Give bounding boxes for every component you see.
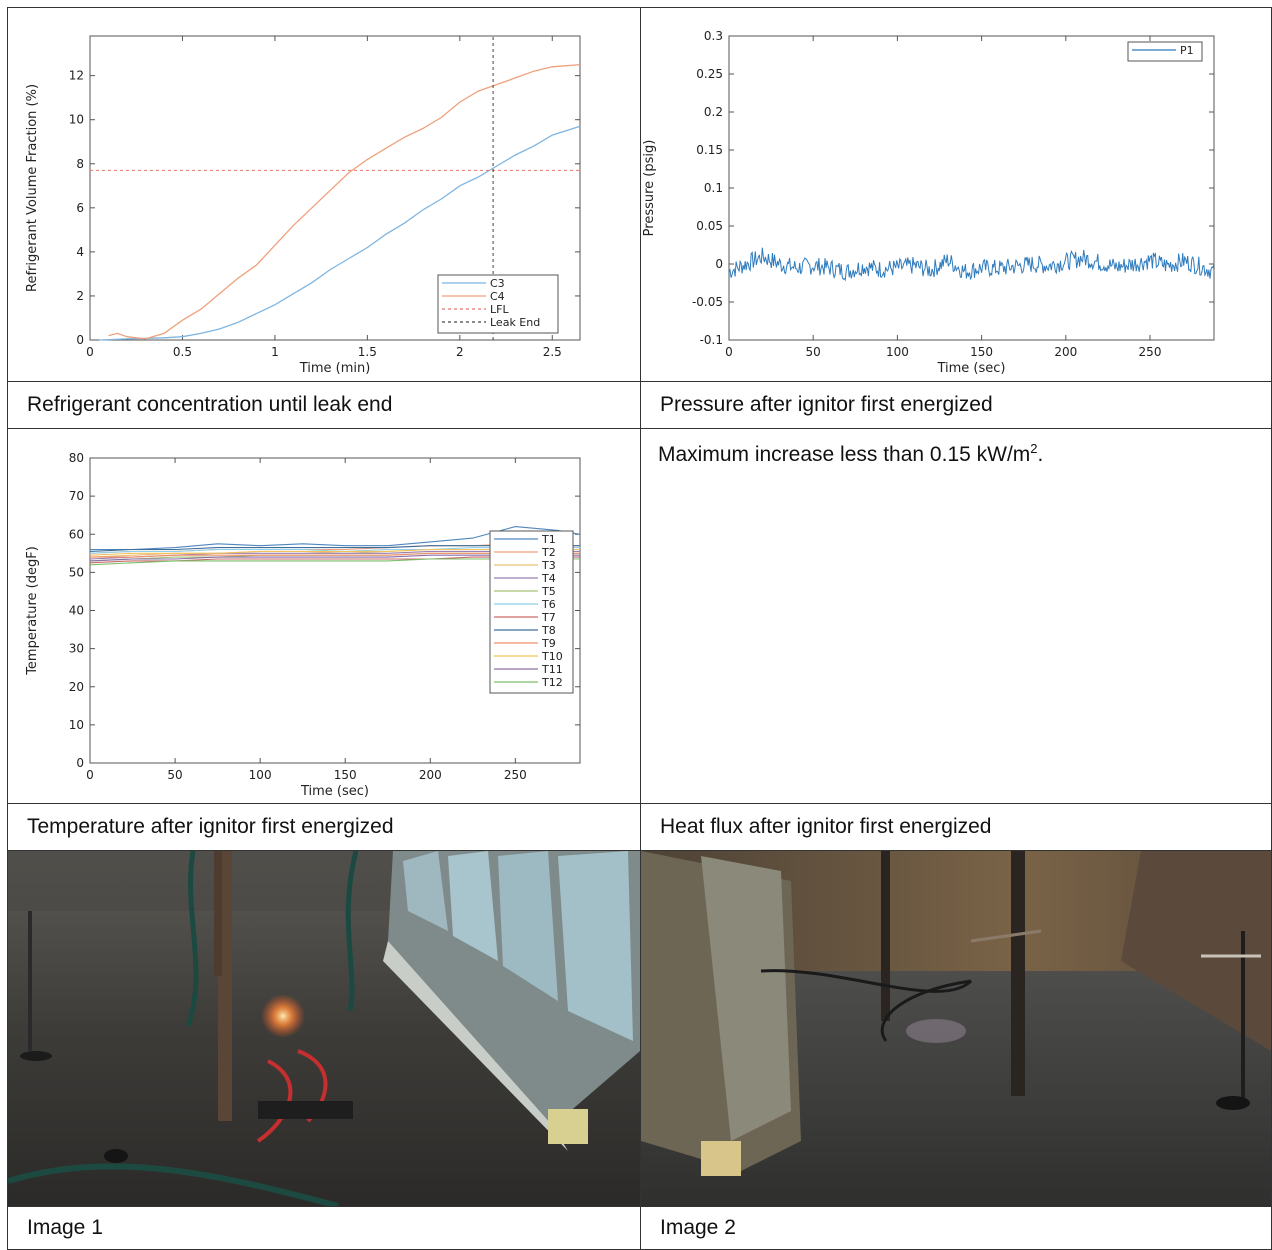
y-tick-label: 0.15 [696,143,723,157]
caption-concentration: Refrigerant concentration until leak end [27,393,392,417]
caption-cell-concentration: Refrigerant concentration until leak end [7,381,641,429]
test-photo-1 [8,851,640,1206]
y-axis-label: Pressure (psig) [642,140,657,237]
pressure-chart: 0 50 100 150 200 250 -0.1 -0.05 0 0.05 0.1 0.15 0.2 0… [641,8,1271,381]
y-tick-label: 12 [69,69,84,83]
legend-label: C3 [490,277,505,290]
legend-label: T5 [541,585,556,598]
plot-area [729,36,1214,340]
concentration-chart-cell: 0 0.5 1 1.5 2 2.5 0 2 4 6 8 10 12 Time (min) Refrigera… [7,7,641,382]
x-tick-label: 50 [806,345,821,359]
y-tick-label: -0.05 [692,295,723,309]
caption-cell-heatflux: Heat flux after ignitor first energized [640,803,1272,851]
y-tick-label: 0.05 [696,219,723,233]
photo-cell-2 [640,850,1272,1207]
legend-label: T11 [541,663,563,676]
y-tick-label: 20 [69,680,84,694]
heatflux-note-cell: Maximum increase less than 0.15 kW/m2. [640,428,1272,804]
x-tick-label: 0 [86,345,94,359]
legend-label: T12 [541,676,563,689]
legend-label: T4 [541,572,556,585]
x-tick-label: 200 [1054,345,1077,359]
legend-label: T10 [541,650,563,663]
x-tick-label: 0 [725,345,733,359]
heatflux-note-suffix: . [1038,443,1044,466]
y-tick-label: 0.1 [704,181,723,195]
legend-label: T7 [541,611,556,624]
x-tick-label: 250 [504,768,527,782]
concentration-chart: 0 0.5 1 1.5 2 2.5 0 2 4 6 8 10 12 Time (min) Refrigera… [8,8,640,381]
y-tick-label: 80 [69,451,84,465]
x-tick-label: 0 [86,768,94,782]
heatflux-note-superscript: 2 [1030,441,1037,456]
y-tick-label: 0.25 [696,67,723,81]
caption-image2: Image 2 [660,1216,736,1240]
caption-cell-temperature: Temperature after ignitor first energize… [7,803,641,851]
y-tick-label: 60 [69,527,84,541]
legend-label: Leak End [490,316,540,329]
x-axis-label: Time (sec) [936,361,1005,376]
caption-pressure: Pressure after ignitor first energized [660,393,993,417]
photo-cell-1 [7,850,641,1207]
y-tick-label: 10 [69,113,84,127]
y-tick-label: 0 [76,333,84,347]
y-tick-label: 8 [76,157,84,171]
x-tick-label: 2.5 [543,345,562,359]
heatflux-note-text: Maximum increase less than 0.15 kW/m [658,443,1030,466]
figure-grid: 0 0.5 1 1.5 2 2.5 0 2 4 6 8 10 12 Time (min) Refrigera… [7,7,1272,1250]
y-tick-label: 70 [69,489,84,503]
y-tick-label: 4 [76,245,84,259]
legend-label: LFL [490,303,509,316]
legend-label: P1 [1180,44,1194,57]
x-tick-label: 100 [249,768,272,782]
caption-image1: Image 1 [27,1216,103,1240]
x-tick-label: 2 [456,345,464,359]
y-tick-label: 10 [69,718,84,732]
x-axis-label: Time (min) [299,361,371,376]
legend-label: T8 [541,624,556,637]
legend-label: T1 [541,533,556,546]
x-tick-label: 250 [1139,345,1162,359]
y-tick-label: 50 [69,565,84,579]
y-tick-label: 6 [76,201,84,215]
legend-label: T2 [541,546,556,559]
legend-label: T3 [541,559,556,572]
legend-label: T9 [541,637,556,650]
x-tick-label: 200 [419,768,442,782]
y-tick-label: 0 [715,257,723,271]
x-tick-label: 1 [271,345,279,359]
y-tick-label: 30 [69,642,84,656]
legend-label: C4 [490,290,505,303]
caption-heatflux: Heat flux after ignitor first energized [660,815,992,839]
x-tick-label: 150 [970,345,993,359]
x-tick-label: 1.5 [358,345,377,359]
y-tick-label: 0.2 [704,105,723,119]
caption-cell-image2: Image 2 [640,1206,1272,1250]
y-tick-label: 2 [76,289,84,303]
x-tick-label: 100 [886,345,909,359]
temperature-chart: 0 50 100 150 200 250 0 10 20 30 40 50 60 70 80 Time (se… [8,429,640,803]
test-photo-2 [641,851,1271,1206]
x-tick-label: 50 [167,768,182,782]
pressure-chart-cell: 0 50 100 150 200 250 -0.1 -0.05 0 0.05 0.1 0.15 0.2 0… [640,7,1272,382]
y-tick-label: 0 [76,756,84,770]
caption-cell-pressure: Pressure after ignitor first energized [640,381,1272,429]
temperature-chart-cell: 0 50 100 150 200 250 0 10 20 30 40 50 60 70 80 Time (se… [7,428,641,804]
x-tick-label: 0.5 [173,345,192,359]
y-tick-label: -0.1 [700,333,723,347]
x-axis-label: Time (sec) [300,784,369,799]
y-axis-label: Refrigerant Volume Fraction (%) [25,84,40,292]
y-tick-label: 0.3 [704,29,723,43]
x-tick-label: 150 [334,768,357,782]
caption-temperature: Temperature after ignitor first energize… [27,815,394,839]
y-axis-label: Temperature (degF) [25,546,40,676]
legend-label: T6 [541,598,556,611]
caption-cell-image1: Image 1 [7,1206,641,1250]
y-tick-label: 40 [69,604,84,618]
